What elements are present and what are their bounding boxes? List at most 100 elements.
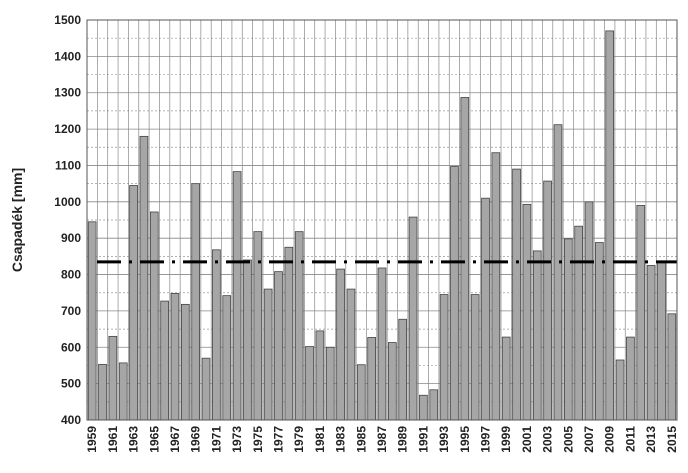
- bar: [274, 271, 283, 421]
- bar: [584, 201, 594, 421]
- bar: [87, 221, 97, 421]
- bar: [180, 303, 190, 421]
- bar: [657, 261, 666, 421]
- bar: [325, 346, 335, 421]
- x-tick-label: 2011: [623, 426, 637, 452]
- bar: [388, 342, 397, 421]
- x-tick-label: 1977: [271, 426, 285, 453]
- y-tick-label: 1300: [54, 86, 81, 100]
- bar: [636, 205, 646, 421]
- plot-border: [86, 19, 678, 421]
- y-tick-label: 1000: [54, 195, 81, 209]
- bar: [626, 336, 635, 421]
- x-tick-label: 1981: [313, 426, 327, 453]
- x-tick-label: 1961: [106, 426, 120, 453]
- bar: [212, 249, 221, 421]
- y-tick-label: 800: [61, 268, 81, 282]
- y-axis-label: Csapadék [mm]: [9, 168, 25, 272]
- x-tick-label: 1999: [499, 426, 513, 453]
- bar: [294, 231, 304, 421]
- x-tick-label: 1997: [479, 426, 493, 453]
- bar: [481, 197, 490, 421]
- bar: [543, 180, 552, 421]
- y-tick-label: 1200: [54, 122, 81, 136]
- bar: [501, 336, 511, 421]
- bar: [336, 268, 345, 421]
- y-tick-label: 1500: [54, 13, 81, 27]
- bar: [263, 288, 273, 421]
- x-tick-label: 2005: [561, 426, 575, 453]
- x-tick-label: 1991: [416, 426, 430, 453]
- bar: [595, 242, 604, 421]
- bar: [470, 294, 480, 421]
- bar: [170, 293, 180, 421]
- x-tick-label: 1969: [189, 426, 203, 453]
- bar: [460, 97, 470, 421]
- bar: [367, 337, 376, 421]
- bar: [191, 183, 201, 421]
- bar: [532, 250, 542, 421]
- bar: [118, 362, 128, 421]
- bar: [450, 166, 459, 421]
- bar: [232, 171, 242, 421]
- x-tick-label: 1971: [209, 426, 223, 453]
- bar: [419, 394, 428, 421]
- bar: [243, 259, 252, 421]
- bar: [439, 294, 449, 421]
- bar: [139, 135, 149, 421]
- bar: [305, 346, 314, 421]
- x-tick-label: 1965: [147, 426, 161, 453]
- y-tick-label: 700: [61, 304, 81, 318]
- x-tick-label: 1995: [458, 426, 472, 453]
- x-tick-label: 1959: [85, 426, 99, 453]
- x-tick-label: 1983: [334, 426, 348, 453]
- bar: [408, 216, 418, 421]
- x-tick-label: 2007: [582, 426, 596, 453]
- x-tick-label: 1993: [437, 426, 451, 453]
- bar: [646, 265, 656, 421]
- bar: [108, 335, 118, 421]
- bar: [284, 246, 294, 421]
- x-tick-label: 1975: [251, 426, 265, 453]
- x-tick-label: 2001: [520, 426, 534, 453]
- bar: [574, 225, 584, 421]
- bar: [605, 30, 615, 421]
- bar: [253, 231, 263, 421]
- bar: [149, 211, 159, 421]
- bar: [98, 363, 107, 421]
- y-tick-label: 500: [61, 377, 81, 391]
- x-tick-label: 1973: [230, 426, 244, 453]
- bar: [563, 238, 573, 421]
- bar: [377, 267, 387, 421]
- bar: [160, 300, 169, 421]
- x-tick-label: 1967: [168, 426, 182, 453]
- y-tick-label: 900: [61, 231, 81, 245]
- y-tick-label: 600: [61, 340, 81, 354]
- x-tick-label: 2003: [541, 426, 555, 453]
- bar: [429, 389, 439, 421]
- bar: [491, 152, 501, 421]
- bar: [398, 318, 408, 421]
- bar: [201, 357, 211, 421]
- y-tick-label: 1400: [54, 49, 81, 63]
- bar: [315, 330, 325, 421]
- y-tick-label: 400: [61, 413, 81, 427]
- bar: [512, 168, 521, 421]
- x-tick-label: 1987: [375, 426, 389, 453]
- x-tick-label: 1979: [292, 426, 306, 453]
- bar: [553, 124, 563, 421]
- x-tick-label: 2009: [603, 426, 617, 453]
- y-tick-label: 1100: [55, 158, 81, 172]
- x-tick-label: 1985: [354, 426, 368, 453]
- bar: [129, 185, 138, 421]
- bar: [222, 295, 232, 421]
- bar: [615, 359, 625, 421]
- bar: [667, 313, 677, 421]
- x-tick-label: 2015: [665, 426, 679, 453]
- x-tick-label: 1963: [127, 426, 141, 453]
- bar: [346, 288, 356, 421]
- x-tick-label: 1989: [396, 426, 410, 453]
- bar: [522, 203, 532, 421]
- x-tick-label: 2013: [644, 426, 658, 453]
